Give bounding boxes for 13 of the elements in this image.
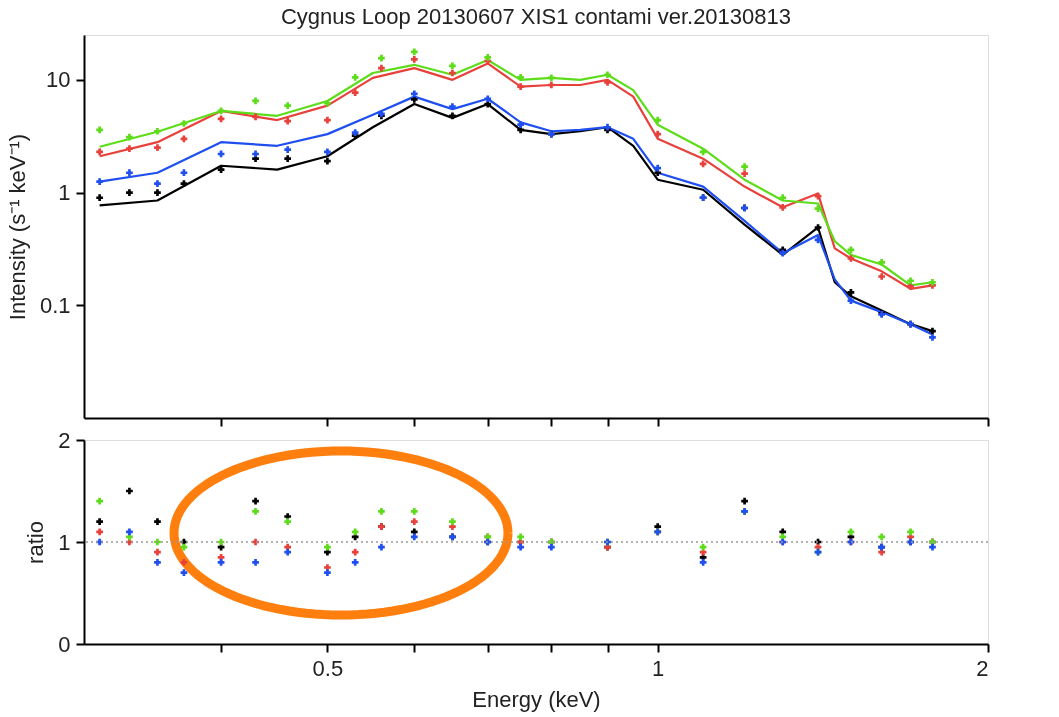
y-tick-label: 1	[58, 180, 71, 206]
y-tick-label: 0.1	[39, 292, 71, 318]
y-tick-label: 2	[58, 427, 71, 453]
x-tick-label: 0.5	[312, 655, 344, 681]
x-axis-title: Energy (keV)	[472, 686, 601, 712]
x-tick-label: 2	[976, 655, 989, 681]
y-tick-label: 1	[58, 529, 71, 555]
y-tick-label: 0	[58, 631, 71, 657]
chart-title: Cygnus Loop 20130607 XIS1 contami ver.20130813	[280, 4, 792, 29]
y-tick-label: 10	[46, 67, 71, 93]
y-axis-title: Intensity (s⁻¹ keV⁻¹)	[4, 133, 30, 321]
x-tick-label: 1	[652, 655, 665, 681]
y-axis-title: ratio	[23, 521, 49, 564]
